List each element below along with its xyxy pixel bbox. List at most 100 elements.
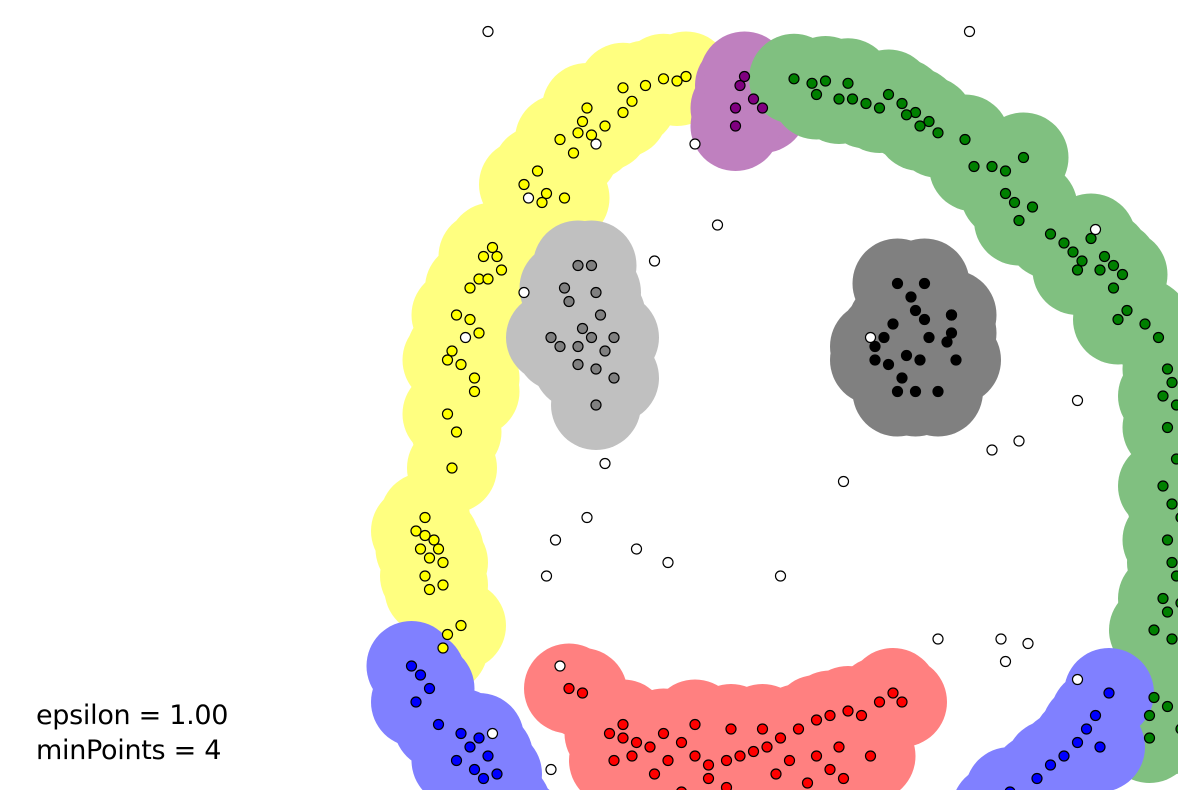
data-point — [756, 723, 769, 735]
data-point — [468, 372, 481, 384]
data-point — [590, 286, 602, 299]
data-point — [441, 408, 454, 420]
data-point — [887, 687, 899, 699]
data-point — [959, 133, 971, 146]
data-point — [909, 385, 922, 398]
data-point — [734, 79, 746, 92]
halo-disc — [642, 778, 703, 790]
data-point — [486, 241, 499, 254]
noise-point — [630, 543, 643, 555]
cluster-points-yellow — [410, 70, 692, 654]
cluster-points-light-gray — [545, 259, 620, 411]
epsilon-label: epsilon = 1.00 — [36, 700, 229, 731]
data-point — [999, 187, 1012, 200]
data-point — [806, 77, 818, 89]
noise-point — [486, 727, 499, 740]
data-point — [702, 772, 715, 785]
data-point — [734, 750, 746, 762]
data-point — [1170, 453, 1178, 465]
data-point — [414, 669, 427, 681]
data-point — [473, 327, 485, 339]
data-point — [1152, 331, 1165, 344]
data-point — [657, 73, 670, 85]
data-point — [585, 331, 598, 344]
data-point — [1170, 399, 1178, 411]
data-point — [900, 109, 913, 121]
data-point — [428, 534, 440, 546]
data-point — [900, 349, 913, 362]
data-point — [941, 336, 953, 348]
data-point — [873, 102, 886, 114]
data-point — [729, 102, 742, 114]
data-point — [482, 273, 494, 285]
data-point — [842, 77, 854, 89]
data-point — [455, 358, 467, 371]
data-point — [572, 340, 584, 353]
data-point — [1058, 237, 1070, 249]
data-point — [423, 552, 436, 564]
data-point — [558, 282, 571, 294]
data-point — [819, 75, 832, 87]
data-point — [1116, 268, 1129, 281]
data-point — [896, 97, 908, 110]
data-point — [1017, 151, 1030, 164]
data-point — [675, 736, 688, 749]
data-point — [864, 750, 877, 762]
data-point — [887, 318, 899, 330]
data-point — [1076, 255, 1088, 267]
parameter-readout: epsilon = 1.00 minPoints = 4 — [36, 698, 228, 768]
data-point — [792, 723, 805, 735]
data-point — [846, 93, 859, 105]
data-point — [437, 556, 449, 569]
noise-point — [1013, 435, 1025, 447]
noise-point — [540, 570, 553, 582]
data-point — [918, 313, 931, 326]
data-point — [945, 327, 958, 339]
noise-point — [1022, 637, 1034, 650]
noise-point — [549, 534, 562, 546]
data-point — [585, 129, 598, 141]
data-point — [518, 178, 530, 191]
data-point — [603, 727, 616, 740]
noise-point — [689, 138, 701, 150]
noise-point — [1089, 223, 1102, 236]
data-point — [419, 511, 431, 524]
data-point — [1148, 691, 1160, 704]
data-point — [945, 309, 958, 321]
data-point — [837, 772, 850, 785]
data-point — [630, 736, 643, 749]
data-point — [432, 718, 445, 731]
data-point — [572, 259, 584, 272]
data-point — [617, 732, 629, 744]
noise-point — [999, 655, 1012, 668]
noise-point-layer — [459, 25, 1102, 776]
data-point — [455, 619, 467, 632]
data-point — [585, 259, 598, 272]
data-point — [446, 462, 458, 474]
noise-point — [522, 192, 535, 204]
data-point — [441, 628, 454, 641]
data-point — [441, 354, 454, 366]
cluster-points-purple — [729, 70, 769, 132]
data-point — [1044, 759, 1057, 771]
data-point — [932, 385, 944, 398]
cluster-points-dark-gray — [869, 277, 962, 398]
halo-disc — [509, 787, 539, 790]
cluster-points-red — [563, 682, 908, 790]
data-point — [419, 529, 431, 542]
data-point — [437, 642, 449, 654]
data-point — [1085, 232, 1097, 245]
data-point — [423, 583, 436, 596]
data-point — [410, 696, 422, 708]
data-point — [855, 709, 868, 722]
data-point — [644, 741, 656, 753]
cluster-point-layer — [405, 70, 1178, 790]
data-point — [761, 741, 773, 753]
data-point — [450, 309, 463, 321]
data-point — [608, 754, 620, 767]
halo-disc — [1140, 581, 1178, 670]
data-point — [572, 127, 584, 139]
data-point — [1166, 376, 1178, 389]
data-point — [824, 709, 836, 722]
data-point — [1161, 421, 1174, 434]
